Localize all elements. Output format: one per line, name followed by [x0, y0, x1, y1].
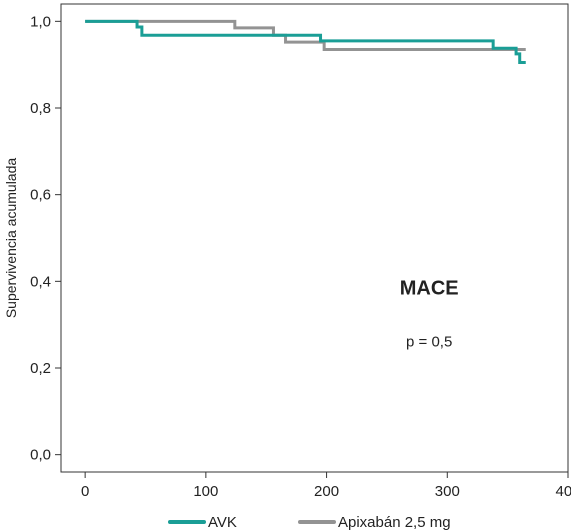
- x-tick-label: 0: [81, 483, 89, 500]
- y-tick-label: 0,0: [30, 447, 51, 464]
- y-tick-label: 0,6: [30, 187, 51, 204]
- plot-frame: [60, 3, 569, 473]
- annotation-title: MACE: [400, 277, 459, 299]
- y-tick-label: 0,8: [30, 100, 51, 117]
- x-tick-label: 300: [435, 483, 460, 500]
- series-layer: [85, 19, 526, 64]
- x-tick-label: 200: [314, 483, 339, 500]
- legend: AVK Apixabán 2,5 mg: [168, 514, 451, 531]
- legend-label-avk: AVK: [208, 514, 237, 531]
- y-axis-title: Supervivencia acumulada: [3, 158, 19, 319]
- x-axis: 0 100 200 300 400: [81, 472, 571, 500]
- y-tick-label: 0,2: [30, 360, 51, 377]
- legend-label-apixaban: Apixabán 2,5 mg: [338, 514, 451, 531]
- y-axis: 0,0 0,2 0,4 0,6 0,8 1,0: [30, 13, 61, 464]
- y-tick-label: 1,0: [30, 13, 51, 30]
- plot-area: [60, 3, 569, 473]
- annotations: MACE p = 0,5: [400, 277, 459, 350]
- x-tick-label: 100: [193, 483, 218, 500]
- x-tick-label: 400: [555, 483, 571, 500]
- series-line-avk: [85, 19, 526, 64]
- y-tick-label: 0,4: [30, 273, 51, 290]
- annotation-pvalue: p = 0,5: [406, 333, 452, 350]
